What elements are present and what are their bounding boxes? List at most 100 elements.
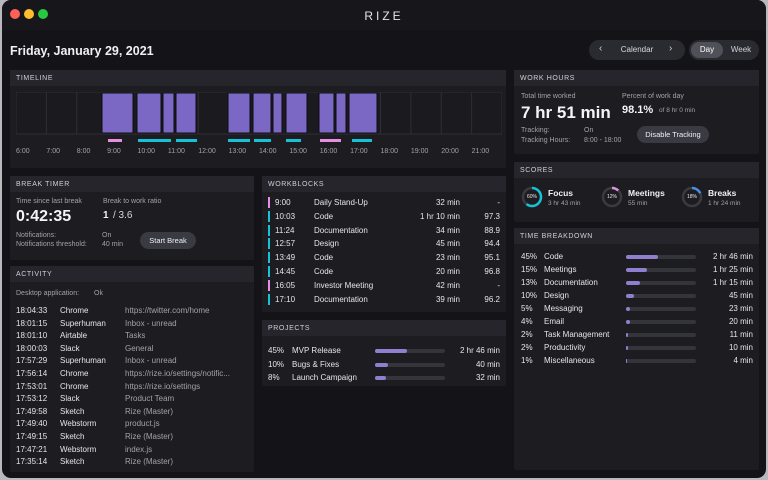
workblock-duration: 32 min [435, 198, 460, 207]
breakdown-bar-fill [626, 320, 630, 324]
activity-app: Webstorm [60, 444, 97, 454]
workblock-name[interactable]: Documentation [314, 225, 368, 235]
project-bar [375, 376, 445, 380]
workblock-duration: 42 min [435, 280, 460, 290]
score-ring [681, 186, 703, 208]
disable-tracking-button[interactable]: Disable Tracking [637, 126, 709, 143]
project-bar [375, 362, 445, 367]
activity-detail[interactable]: Rize (Master) [125, 432, 174, 441]
workblock-name[interactable]: Code [314, 267, 334, 276]
score-percent: 12% [606, 194, 617, 200]
score-item: 18% Breaks 1 hr 24 min [680, 184, 758, 214]
panel-header: SCORES [514, 162, 759, 178]
hour-label: 17:00 [350, 148, 368, 155]
activity-detail[interactable]: General [125, 343, 154, 353]
activity-detail[interactable]: Inbox - unread [125, 356, 177, 366]
activity-app: Airtable [60, 331, 88, 341]
projects-panel: PROJECTS 45% MVP Release 2 hr 46 min 10% Bug… [262, 320, 506, 386]
tracking-label: Tracking: [521, 127, 550, 134]
breakdown-percent: 5% [521, 304, 533, 313]
breakdown-percent: 15% [521, 265, 538, 274]
activity-detail[interactable]: Inbox - unread [125, 318, 177, 328]
activity-time: 18:04:33 [16, 306, 48, 315]
breakdown-category[interactable]: Task Management [544, 330, 610, 339]
activity-app: Sketch [60, 432, 85, 441]
workblock-score: - [497, 280, 500, 290]
workblock-color-bar [268, 266, 270, 277]
timeline-chart[interactable] [15, 91, 503, 154]
workblock-name[interactable]: Daily Stand-Up [314, 198, 368, 207]
breakdown-percent: 10% [521, 291, 538, 300]
activity-detail[interactable]: Product Team [125, 394, 175, 404]
view-week-button[interactable]: Week [730, 45, 752, 54]
project-name[interactable]: Bugs & Fixes [292, 359, 340, 369]
activity-detail[interactable]: product.js [125, 419, 160, 429]
minimize-window-button[interactable] [24, 9, 34, 19]
workblock-name[interactable]: Code [314, 253, 334, 263]
score-ring-fill [601, 186, 623, 208]
breakdown-category[interactable]: Meetings [544, 265, 577, 274]
breakdown-category[interactable]: Email [544, 317, 565, 326]
activity-block [136, 92, 162, 134]
breakdown-percent: 2% [521, 330, 533, 339]
calendar-button[interactable]: Calendar [620, 45, 654, 54]
score-ring-fill [521, 186, 543, 208]
chevron-right-icon[interactable]: › [669, 43, 673, 54]
workblock-name[interactable]: Investor Meeting [314, 280, 374, 290]
activity-detail[interactable]: https://rize.io/settings [125, 381, 201, 391]
activity-app: Sketch [60, 457, 85, 467]
work-hours-panel: WORK HOURS Total time worked 7 hr 51 min… [514, 70, 759, 154]
activity-app: Superhuman [60, 356, 106, 366]
workblock-color-bar [268, 252, 270, 264]
title-bar: RIZE [2, 0, 766, 30]
breakdown-category[interactable]: Messaging [544, 304, 583, 313]
activity-detail[interactable]: https://twitter.com/home [125, 306, 210, 315]
activity-block [227, 92, 251, 134]
breakdown-bar [626, 294, 696, 298]
view-day-button[interactable]: Day [691, 42, 723, 58]
workblock-time: 13:49 [275, 253, 296, 263]
activity-time: 17:47:21 [16, 444, 48, 454]
activity-detail[interactable]: Rize (Master) [125, 406, 174, 416]
panel-header: TIMELINE [10, 70, 506, 86]
workblock-name[interactable]: Documentation [314, 294, 368, 304]
hour-label: 7:00 [46, 148, 60, 155]
breakdown-category[interactable]: Design [544, 291, 569, 300]
workblock-name[interactable]: Code [314, 211, 334, 221]
zoom-window-button[interactable] [38, 9, 48, 19]
start-break-button[interactable]: Start Break [140, 232, 196, 249]
workblock-name[interactable]: Design [314, 239, 339, 249]
project-name[interactable]: Launch Campaign [292, 373, 357, 382]
breakdown-bar [626, 281, 696, 285]
activity-detail[interactable]: Tasks [125, 331, 146, 341]
hour-label: 13:00 [228, 148, 247, 155]
breakdown-category[interactable]: Miscellaneous [544, 356, 595, 365]
activity-app: Webstorm [60, 419, 97, 429]
project-name[interactable]: MVP Release [292, 346, 341, 355]
activity-detail[interactable]: https://rize.io/settings/notific... [125, 369, 230, 378]
score-name: Breaks [708, 188, 737, 198]
hour-label: 18:00 [380, 148, 399, 155]
activity-app: Chrome [60, 381, 89, 391]
scores-panel: SCORES 60% Focus 3 hr 43 min 12% Meetings 55 … [514, 162, 759, 222]
activity-detail[interactable]: index.js [125, 444, 153, 454]
desktop-app-value: Ok [94, 290, 103, 297]
activity-time: 17:56:14 [16, 369, 48, 378]
breakdown-bar [626, 268, 696, 272]
activity-panel: ACTIVITY Desktop application: Ok 18:04:3… [10, 266, 254, 472]
breakdown-percent: 13% [521, 278, 538, 287]
timeline-panel: TIMELINE [10, 70, 506, 168]
hour-label: 12:00 [198, 148, 216, 155]
breakdown-category[interactable]: Productivity [544, 343, 586, 352]
activity-detail[interactable]: Rize (Master) [125, 457, 174, 467]
score-value: 1 hr 24 min [708, 200, 741, 207]
chevron-left-icon[interactable]: ‹ [599, 43, 603, 54]
close-window-button[interactable] [10, 9, 20, 19]
activity-time: 17:49:15 [16, 432, 48, 441]
score-value: 3 hr 43 min [548, 200, 581, 207]
breakdown-category[interactable]: Code [544, 252, 564, 261]
breakdown-category[interactable]: Documentation [544, 278, 598, 287]
score-name: Focus [548, 188, 574, 198]
breakdown-duration: 4 min [733, 356, 753, 365]
breakdown-percent: 2% [521, 343, 533, 352]
